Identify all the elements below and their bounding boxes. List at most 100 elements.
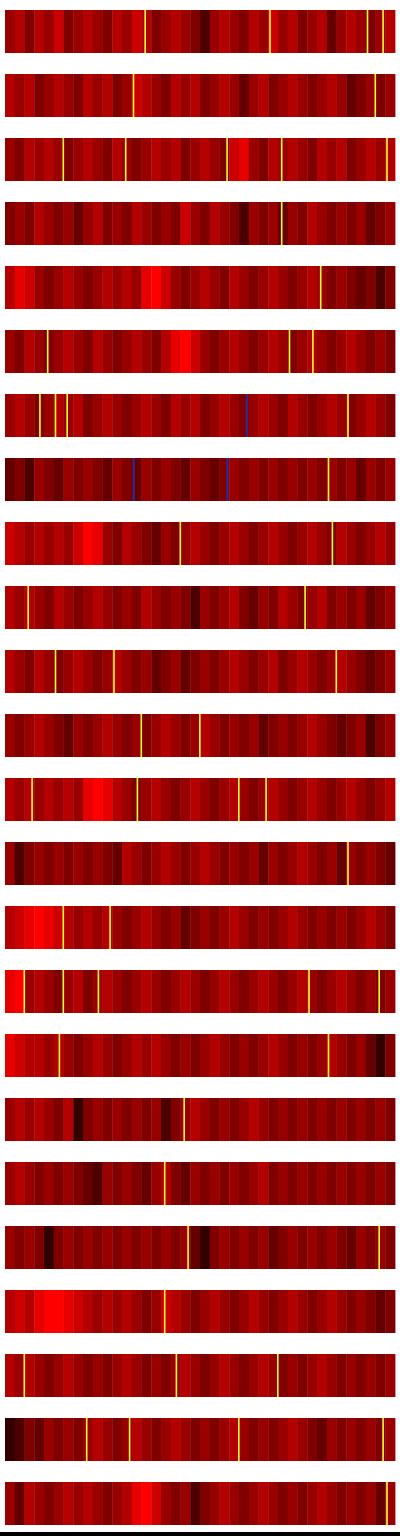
cell [25,458,35,501]
cell [278,394,288,437]
cell [200,1482,210,1525]
cell [268,650,278,693]
strip [5,1098,395,1141]
cell [5,330,15,373]
cell [249,1034,259,1077]
cell [54,394,64,437]
cell [15,522,25,565]
cell [366,906,376,949]
cell [73,10,83,53]
cell [122,394,132,437]
highlight-line [281,202,283,245]
cell [268,586,278,629]
cell [337,1226,347,1269]
cell [122,10,132,53]
cell [346,778,356,821]
cell [73,330,83,373]
cell [73,778,83,821]
cell [220,1418,230,1461]
strip [5,1226,395,1269]
cell [249,714,259,757]
cell [376,458,386,501]
cell [15,1290,25,1333]
cell [190,906,200,949]
cell [278,1098,288,1141]
cell [239,1290,249,1333]
cell [298,650,308,693]
cell [190,394,200,437]
cell [142,10,152,53]
cell [200,778,210,821]
cell [278,586,288,629]
mark-line [246,394,248,437]
cell [142,330,152,373]
cell [239,1034,249,1077]
highlight-line [109,906,111,949]
cell [181,1226,191,1269]
cell [366,394,376,437]
cell [366,10,376,53]
cell [327,522,337,565]
cell [259,586,269,629]
cell [5,1290,15,1333]
cell [161,714,171,757]
cell [171,266,181,309]
cell [210,10,220,53]
cell [210,906,220,949]
cell [337,650,347,693]
cell [44,1098,54,1141]
cell [307,1354,317,1397]
cell [200,970,210,1013]
cell [15,1354,25,1397]
cell [376,650,386,693]
cell [239,970,249,1013]
cell [171,202,181,245]
cell [132,330,142,373]
cell [93,202,103,245]
cell [356,10,366,53]
cell [190,522,200,565]
cell [161,906,171,949]
cell [337,10,347,53]
cell [103,266,113,309]
cell [210,1418,220,1461]
cell [83,1034,93,1077]
cell [327,586,337,629]
cell [34,458,44,501]
cell [5,138,15,181]
cell [5,714,15,757]
cell [239,394,249,437]
cell [132,842,142,885]
highlight-line [238,1418,240,1461]
cell [298,1034,308,1077]
cell [259,970,269,1013]
cell [229,842,239,885]
cell [288,138,298,181]
cell [112,650,122,693]
cell [181,1418,191,1461]
cell [190,202,200,245]
cell [181,74,191,117]
highlight-line [312,330,314,373]
cell [288,842,298,885]
cell [307,778,317,821]
highlight-line [86,1418,88,1461]
cell [142,842,152,885]
cell [220,330,230,373]
cell [34,330,44,373]
cell [220,1034,230,1077]
cell [112,394,122,437]
cell [278,778,288,821]
cell [307,74,317,117]
highlight-line [199,714,201,757]
cell [25,10,35,53]
cell [317,714,327,757]
cell [229,330,239,373]
cell [210,1098,220,1141]
cell [366,778,376,821]
cell [229,970,239,1013]
cell [83,1354,93,1397]
cell [190,650,200,693]
cell [298,74,308,117]
cell [317,74,327,117]
